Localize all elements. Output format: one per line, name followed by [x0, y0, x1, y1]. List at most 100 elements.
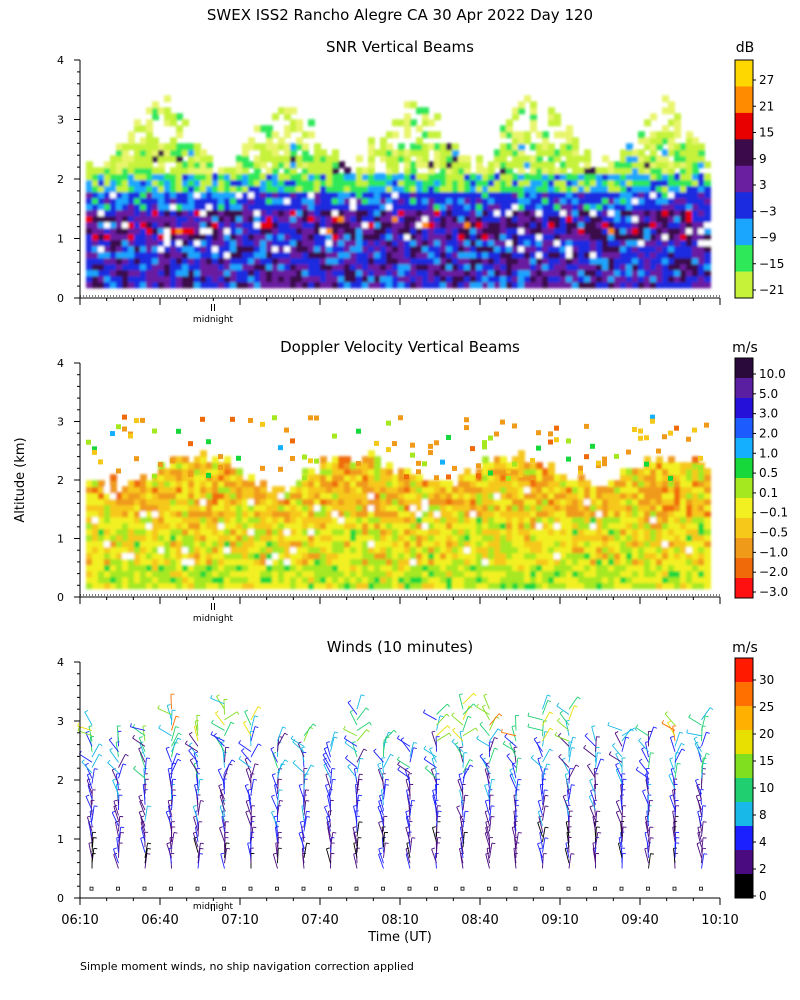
snr-cell — [554, 179, 561, 187]
snr-cell — [488, 215, 495, 223]
snr-cell — [404, 245, 411, 253]
snr-cell — [134, 119, 141, 127]
wind-barb — [86, 779, 93, 795]
snr-cell — [224, 197, 231, 205]
doppler-cell — [704, 516, 711, 524]
snr-cell — [446, 251, 453, 259]
doppler-cell — [260, 510, 267, 518]
snr-cell — [704, 191, 711, 199]
snr-cell — [338, 233, 345, 241]
snr-cell — [194, 275, 201, 283]
doppler-cell — [380, 474, 387, 482]
snr-cell — [290, 233, 297, 241]
snr-cell — [368, 197, 375, 205]
doppler-cell — [296, 504, 303, 512]
snr-cell — [512, 251, 519, 259]
snr-cell — [656, 131, 663, 139]
snr-cell — [578, 239, 585, 247]
snr-cell — [398, 185, 405, 193]
doppler-cell — [326, 534, 333, 542]
snr-cell — [230, 263, 237, 271]
doppler-cell — [146, 492, 153, 500]
snr-cell — [314, 269, 321, 277]
doppler-cell — [602, 540, 609, 548]
wind-barb — [91, 837, 94, 853]
snr-cell — [452, 257, 459, 265]
doppler-cell — [200, 516, 207, 524]
doppler-cell — [164, 582, 171, 590]
snr-cell — [656, 269, 663, 277]
snr-cell — [98, 269, 105, 277]
snr-cell — [386, 251, 393, 259]
snr-cell — [332, 245, 339, 253]
doppler-sparse-cell — [470, 446, 475, 452]
doppler-sparse-cell — [308, 458, 313, 464]
snr-cell — [416, 173, 423, 181]
snr-cell — [104, 233, 111, 241]
doppler-cell — [656, 546, 663, 554]
doppler-cell — [218, 576, 225, 584]
snr-cell — [602, 185, 609, 193]
snr-cell — [140, 215, 147, 223]
snr-cell — [632, 161, 639, 169]
doppler-cell — [476, 558, 483, 566]
doppler-cell — [704, 528, 711, 536]
snr-cell — [452, 281, 459, 289]
doppler-cell — [122, 564, 129, 572]
doppler-cell — [362, 558, 369, 566]
doppler-cell — [518, 564, 525, 572]
doppler-cell — [590, 492, 597, 500]
snr-cell — [380, 269, 387, 277]
doppler-cell — [368, 450, 375, 458]
doppler-cell — [134, 546, 141, 554]
snr-cell — [182, 233, 189, 241]
doppler-cell — [248, 486, 255, 494]
doppler-cell — [224, 456, 231, 464]
doppler-cell — [344, 582, 351, 590]
colorbar-tick-label: 15 — [759, 126, 774, 140]
doppler-cell — [230, 516, 237, 524]
snr-cell — [500, 251, 507, 259]
snr-cell — [644, 245, 651, 253]
snr-cell — [422, 275, 429, 283]
snr-cell — [500, 167, 507, 175]
snr-cell — [500, 269, 507, 277]
doppler-cell — [614, 522, 621, 530]
doppler-cell — [86, 516, 93, 524]
snr-cell — [596, 209, 603, 217]
doppler-cell — [86, 528, 93, 536]
snr-cell — [524, 161, 531, 169]
snr-cell — [398, 173, 405, 181]
doppler-cell — [662, 498, 669, 506]
snr-cell — [290, 239, 297, 247]
snr-cell — [278, 233, 285, 241]
doppler-sparse-cell — [332, 433, 337, 439]
doppler-cell — [452, 570, 459, 578]
doppler-cell — [200, 510, 207, 518]
doppler-cell — [176, 564, 183, 572]
doppler-cell — [596, 534, 603, 542]
doppler-cell — [350, 462, 357, 470]
doppler-cell — [224, 558, 231, 566]
wind-barb-feather — [120, 826, 125, 829]
snr-cell — [92, 197, 99, 205]
snr-cell — [158, 107, 165, 115]
doppler-cell — [314, 570, 321, 578]
snr-cell — [470, 179, 477, 187]
snr-cell — [404, 101, 411, 109]
snr-cell — [254, 233, 261, 241]
doppler-cell — [194, 540, 201, 548]
snr-cell — [284, 155, 291, 163]
doppler-cell — [116, 570, 123, 578]
doppler-cell — [338, 498, 345, 506]
snr-cell — [680, 263, 687, 271]
doppler-cell — [314, 558, 321, 566]
doppler-cell — [308, 516, 315, 524]
snr-cell — [464, 221, 471, 229]
snr-cell — [452, 179, 459, 187]
snr-cell — [218, 239, 225, 247]
snr-cell — [302, 245, 309, 253]
snr-cell — [152, 185, 159, 193]
snr-cell — [254, 125, 261, 133]
doppler-cell — [518, 528, 525, 536]
